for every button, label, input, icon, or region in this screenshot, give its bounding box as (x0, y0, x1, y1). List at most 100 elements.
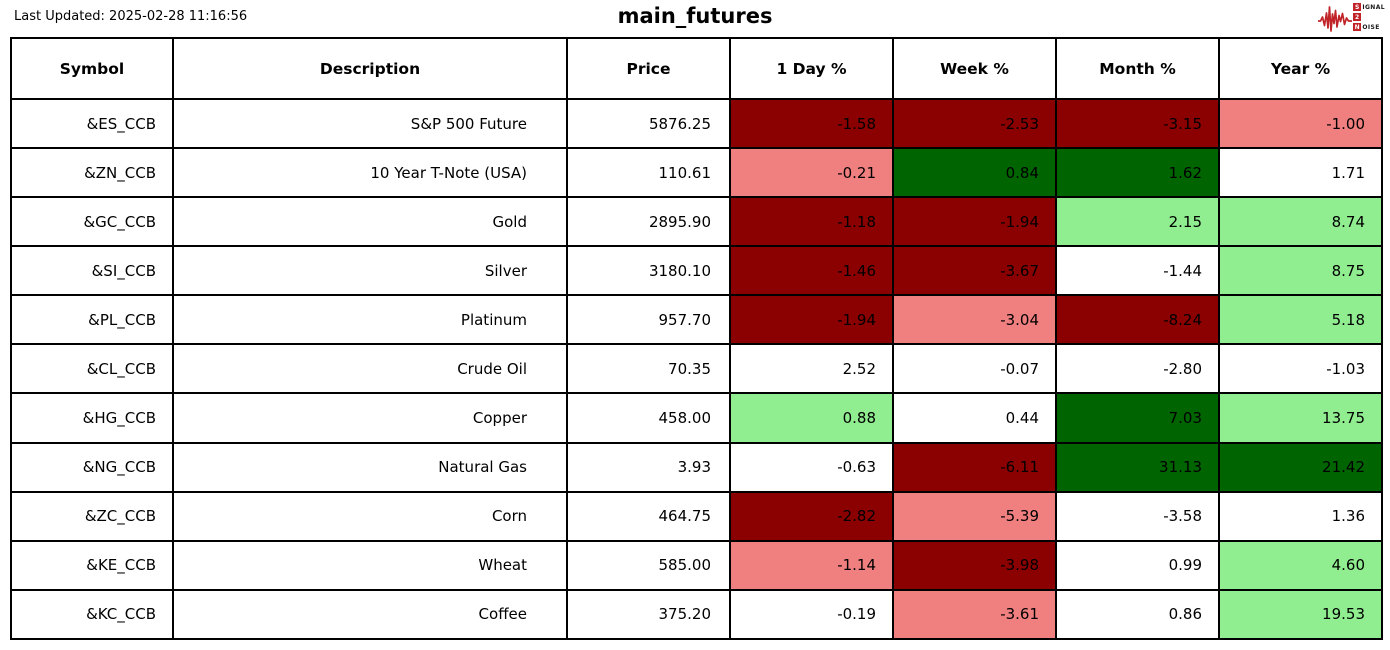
month-pct-cell: -2.80 (1055, 343, 1220, 395)
symbol-cell: &PL_CCB (10, 294, 174, 346)
month-pct-cell: 31.13 (1055, 441, 1220, 493)
day-pct-cell: -1.18 (729, 196, 894, 248)
description-cell: Coffee (172, 588, 568, 641)
table-row: &ZC_CCB Corn 464.75 -2.82 -5.39 -3.58 1.36 (10, 490, 1383, 542)
year-pct-cell: 8.75 (1218, 245, 1383, 297)
year-pct-cell: 13.75 (1218, 392, 1383, 444)
day-pct-cell: -0.19 (729, 588, 894, 641)
price-cell: 957.70 (566, 294, 731, 346)
table-row: &KC_CCB Coffee 375.20 -0.19 -3.61 0.86 19.53 (10, 588, 1383, 641)
day-pct-cell: -2.82 (729, 490, 894, 542)
column-header-price: Price (566, 37, 731, 100)
column-header-symbol: Symbol (10, 37, 174, 100)
table-row: &NG_CCB Natural Gas 3.93 -0.63 -6.11 31.13 21.… (10, 441, 1383, 493)
logo-letter-box-2: 2 (1353, 13, 1362, 21)
symbol-cell: &NG_CCB (10, 441, 174, 493)
week-pct-cell: -3.67 (892, 245, 1057, 297)
year-pct-cell: 4.60 (1218, 539, 1383, 591)
price-cell: 3.93 (566, 441, 731, 493)
week-pct-cell: -0.07 (892, 343, 1057, 395)
month-pct-cell: -1.44 (1055, 245, 1220, 297)
table-row: &SI_CCB Silver 3180.10 -1.46 -3.67 -1.44 8.75 (10, 245, 1383, 297)
year-pct-cell: 8.74 (1218, 196, 1383, 248)
symbol-cell: &ES_CCB (10, 97, 174, 150)
description-cell: Silver (172, 245, 568, 297)
table-row: &CL_CCB Crude Oil 70.35 2.52 -0.07 -2.80 -1.03 (10, 343, 1383, 395)
logo-text: S IGNAL 2 N OISE (1353, 2, 1385, 32)
year-pct-cell: -1.03 (1218, 343, 1383, 395)
month-pct-cell: 0.99 (1055, 539, 1220, 591)
day-pct-cell: 2.52 (729, 343, 894, 395)
month-pct-cell: -8.24 (1055, 294, 1220, 346)
table-header: Symbol Description Price 1 Day % Week % Month… (10, 37, 1383, 100)
year-pct-cell: 21.42 (1218, 441, 1383, 493)
description-cell: Gold (172, 196, 568, 248)
month-pct-cell: -3.58 (1055, 490, 1220, 542)
description-cell: S&P 500 Future (172, 97, 568, 150)
table-row: &KE_CCB Wheat 585.00 -1.14 -3.98 0.99 4.60 (10, 539, 1383, 591)
year-pct-cell: 19.53 (1218, 588, 1383, 641)
price-cell: 2895.90 (566, 196, 731, 248)
week-pct-cell: -3.61 (892, 588, 1057, 641)
month-pct-cell: 7.03 (1055, 392, 1220, 444)
symbol-cell: &ZN_CCB (10, 147, 174, 199)
symbol-cell: &KE_CCB (10, 539, 174, 591)
week-pct-cell: -1.94 (892, 196, 1057, 248)
month-pct-cell: 0.86 (1055, 588, 1220, 641)
column-header-week: Week % (892, 37, 1057, 100)
year-pct-cell: -1.00 (1218, 97, 1383, 150)
symbol-cell: &GC_CCB (10, 196, 174, 248)
futures-table: Symbol Description Price 1 Day % Week % Month… (10, 37, 1383, 641)
logo-letter-box-s: S (1353, 3, 1362, 11)
logo-letter-box-n: N (1353, 23, 1362, 31)
symbol-cell: &SI_CCB (10, 245, 174, 297)
column-header-description: Description (172, 37, 568, 100)
logo-line-signal: S IGNAL (1353, 2, 1385, 12)
day-pct-cell: -0.21 (729, 147, 894, 199)
symbol-cell: &ZC_CCB (10, 490, 174, 542)
symbol-cell: &HG_CCB (10, 392, 174, 444)
week-pct-cell: -5.39 (892, 490, 1057, 542)
column-header-year: Year % (1218, 37, 1383, 100)
price-cell: 110.61 (566, 147, 731, 199)
week-pct-cell: -6.11 (892, 441, 1057, 493)
price-cell: 585.00 (566, 539, 731, 591)
table-row: &ZN_CCB 10 Year T-Note (USA) 110.61 -0.21 0.… (10, 147, 1383, 199)
price-cell: 464.75 (566, 490, 731, 542)
month-pct-cell: 1.62 (1055, 147, 1220, 199)
description-cell: Platinum (172, 294, 568, 346)
waveform-icon (1318, 6, 1353, 32)
day-pct-cell: -1.14 (729, 539, 894, 591)
description-cell: Copper (172, 392, 568, 444)
table-row: &ES_CCB S&P 500 Future 5876.25 -1.58 -2.53 -3… (10, 97, 1383, 150)
table-header-row: Symbol Description Price 1 Day % Week % Month… (10, 37, 1383, 100)
day-pct-cell: -1.46 (729, 245, 894, 297)
table-body: &ES_CCB S&P 500 Future 5876.25 -1.58 -2.53 -3… (10, 97, 1383, 641)
day-pct-cell: -1.94 (729, 294, 894, 346)
price-cell: 70.35 (566, 343, 731, 395)
signal2noise-logo: S IGNAL 2 N OISE (1318, 2, 1385, 32)
column-header-month: Month % (1055, 37, 1220, 100)
price-cell: 458.00 (566, 392, 731, 444)
logo-text-oise: OISE (1362, 23, 1380, 31)
month-pct-cell: -3.15 (1055, 97, 1220, 150)
logo-text-ignal: IGNAL (1362, 3, 1385, 11)
week-pct-cell: 0.44 (892, 392, 1057, 444)
table-row: &PL_CCB Platinum 957.70 -1.94 -3.04 -8.24 5.18 (10, 294, 1383, 346)
page-title: main_futures (617, 4, 773, 28)
year-pct-cell: 1.71 (1218, 147, 1383, 199)
price-cell: 375.20 (566, 588, 731, 641)
table-row: &HG_CCB Copper 458.00 0.88 0.44 7.03 13.75 (10, 392, 1383, 444)
description-cell: Corn (172, 490, 568, 542)
logo-line-noise: N OISE (1353, 22, 1385, 32)
day-pct-cell: -1.58 (729, 97, 894, 150)
week-pct-cell: -3.98 (892, 539, 1057, 591)
description-cell: Wheat (172, 539, 568, 591)
week-pct-cell: 0.84 (892, 147, 1057, 199)
symbol-cell: &CL_CCB (10, 343, 174, 395)
price-cell: 3180.10 (566, 245, 731, 297)
description-cell: Natural Gas (172, 441, 568, 493)
column-header-1-day: 1 Day % (729, 37, 894, 100)
last-updated-label: Last Updated: 2025-02-28 11:16:56 (14, 9, 248, 24)
logo-line-2: 2 (1353, 12, 1385, 22)
